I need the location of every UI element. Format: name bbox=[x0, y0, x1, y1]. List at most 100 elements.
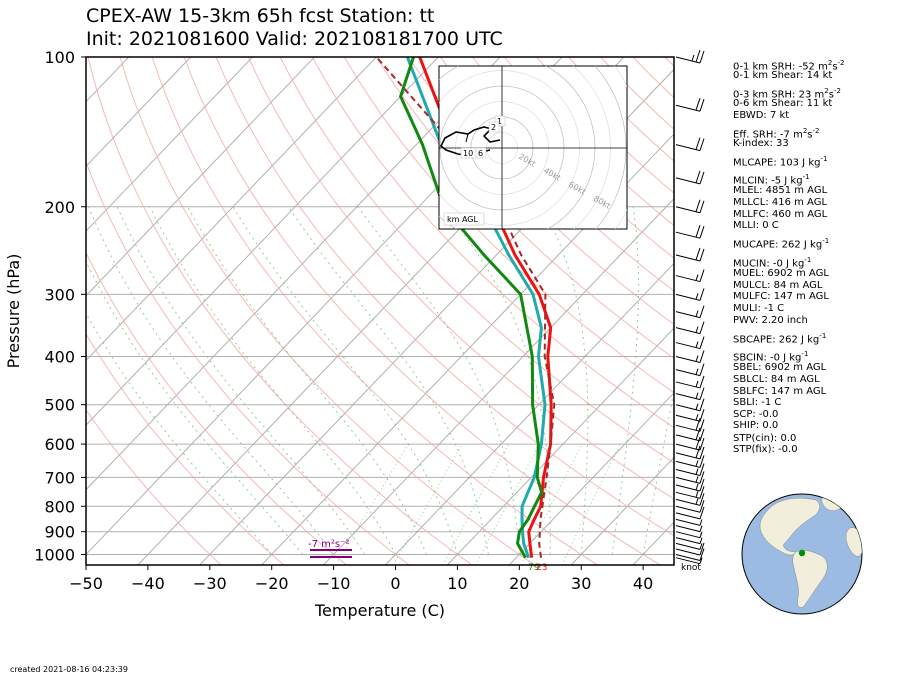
wind-barb bbox=[675, 506, 705, 520]
dry-adiabat bbox=[86, 251, 347, 565]
chart-title-line1: CPEX-AW 15-3km 65h fcst Station: tt bbox=[86, 5, 435, 27]
index-line: SBEL: 6902 m AGL bbox=[733, 362, 827, 373]
moist-adiabat bbox=[542, 206, 589, 555]
x-tick-label: 30 bbox=[571, 574, 591, 593]
moist-adiabat bbox=[611, 206, 640, 555]
wind-barb bbox=[675, 350, 705, 363]
isotherm bbox=[86, 57, 253, 232]
index-line: PWV: 2.20 inch bbox=[733, 315, 808, 326]
south-america bbox=[792, 550, 828, 608]
srh-bar: -7 m²s⁻² bbox=[308, 539, 352, 558]
wind-barb bbox=[675, 486, 705, 499]
station-marker bbox=[798, 549, 806, 557]
index-line: EBWD: 7 kt bbox=[733, 110, 790, 121]
wind-barb bbox=[675, 363, 705, 377]
wind-barb bbox=[675, 225, 705, 239]
index-line: MLCIN: -5 J kg-1 bbox=[733, 173, 810, 187]
y-tick-label: 500 bbox=[44, 396, 75, 415]
wind-barb bbox=[675, 445, 705, 460]
parcel-profile bbox=[375, 57, 556, 558]
wind-barb bbox=[675, 518, 703, 526]
y-tick-label: 300 bbox=[44, 285, 75, 304]
wind-barb bbox=[675, 531, 703, 539]
y-tick-label: 400 bbox=[44, 348, 75, 367]
index-line: MULI: -1 C bbox=[733, 303, 785, 314]
moist-adiabat bbox=[88, 206, 335, 555]
wind-barb bbox=[675, 548, 705, 561]
index-line: MUEL: 6902 m AGL bbox=[733, 268, 829, 279]
index-line: MLEL: 4851 m AGL bbox=[733, 185, 828, 196]
y-tick-label: 200 bbox=[44, 198, 75, 217]
wind-barb bbox=[675, 247, 705, 262]
dry-adiabat bbox=[215, 57, 674, 537]
x-axis-label: Temperature (C) bbox=[314, 601, 445, 620]
x-tick-label: −50 bbox=[69, 574, 103, 593]
dry-adiabat bbox=[86, 160, 410, 565]
y-tick-label: 100 bbox=[44, 48, 75, 67]
index-line: MUCIN: -0 J kg-1 bbox=[733, 256, 812, 270]
wind-barb bbox=[675, 305, 705, 319]
hodo-height-label: 10 bbox=[463, 149, 473, 158]
wind-barb bbox=[675, 463, 705, 477]
wind-barb bbox=[675, 137, 705, 152]
y-tick-label: 900 bbox=[44, 523, 75, 542]
y-tick-label: 600 bbox=[44, 435, 75, 454]
index-line: MULFC: 147 m AGL bbox=[733, 291, 829, 302]
wind-barb bbox=[675, 493, 705, 506]
index-line: 0-1 km SRH: -52 m2s-2 bbox=[733, 59, 845, 73]
isotherm bbox=[86, 57, 501, 491]
moist-adiabat bbox=[86, 260, 303, 555]
index-line: 0-6 km Shear: 11 kt bbox=[733, 98, 833, 109]
plot-area bbox=[86, 57, 674, 565]
moist-adiabat bbox=[443, 206, 551, 555]
wind-barb bbox=[675, 418, 705, 432]
wind-barb bbox=[675, 170, 705, 185]
created-timestamp: created 2021-08-16 04:23:39 bbox=[10, 665, 128, 674]
dry-adiabat bbox=[279, 57, 674, 464]
y-tick-label: 700 bbox=[44, 468, 75, 487]
moist-adiabat bbox=[642, 388, 674, 555]
x-tick-label: −40 bbox=[131, 574, 165, 593]
isotherm bbox=[570, 456, 674, 565]
chart-title-line2: Init: 2021081600 Valid: 202108181700 UTC bbox=[86, 28, 503, 50]
wind-barb bbox=[675, 455, 705, 468]
index-line: MLLCL: 416 m AGL bbox=[733, 197, 828, 208]
mixing-ratio-line bbox=[442, 443, 510, 565]
wind-barb bbox=[675, 409, 705, 422]
x-tick-label: 40 bbox=[633, 574, 653, 593]
y-axis-label: Pressure (hPa) bbox=[4, 254, 23, 369]
index-line: MUCAPE: 262 J kg-1 bbox=[733, 237, 830, 251]
dry-adiabat bbox=[439, 57, 674, 292]
surface-label: 23 bbox=[536, 563, 547, 573]
moist-adiabat bbox=[149, 206, 396, 555]
hodo-units-label: km AGL bbox=[447, 215, 479, 224]
mixing-ratio-line bbox=[335, 443, 409, 565]
index-line: SHIP: 0.0 bbox=[733, 420, 779, 431]
dry-adiabat bbox=[407, 57, 674, 326]
isotherm bbox=[86, 57, 439, 426]
index-line: STP(fix): -0.0 bbox=[733, 444, 798, 455]
moist-adiabat bbox=[86, 312, 273, 555]
moist-adiabat bbox=[357, 206, 520, 555]
isotherm bbox=[261, 133, 674, 565]
wind-barb bbox=[675, 49, 705, 64]
dewpoint-profile bbox=[398, 57, 544, 559]
dry-adiabat bbox=[87, 57, 473, 565]
wind-unit-label: knot bbox=[681, 563, 701, 573]
index-line: MLLI: 0 C bbox=[733, 220, 779, 231]
isotherm bbox=[446, 327, 674, 565]
x-tick-label: −10 bbox=[317, 574, 351, 593]
index-line: STP(cin): 0.0 bbox=[733, 433, 797, 444]
isotherm bbox=[508, 392, 674, 565]
hodo-height-label: 1 bbox=[497, 117, 502, 126]
wind-barb bbox=[675, 537, 703, 545]
index-line: MLCAPE: 103 J kg-1 bbox=[733, 155, 828, 169]
x-tick-label: −30 bbox=[193, 574, 227, 593]
mixing-ratio-line bbox=[561, 443, 621, 565]
x-tick-label: 20 bbox=[509, 574, 529, 593]
moist-adiabat bbox=[116, 206, 366, 555]
y-tick-label: 800 bbox=[44, 497, 75, 516]
index-line: SBLI: -1 C bbox=[733, 397, 782, 408]
